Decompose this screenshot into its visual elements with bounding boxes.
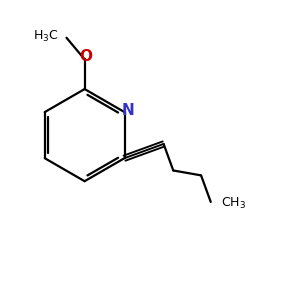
Text: N: N — [122, 103, 134, 118]
Text: CH$_3$: CH$_3$ — [221, 196, 246, 211]
Text: O: O — [79, 50, 92, 64]
Text: H$_3$C: H$_3$C — [34, 29, 59, 44]
